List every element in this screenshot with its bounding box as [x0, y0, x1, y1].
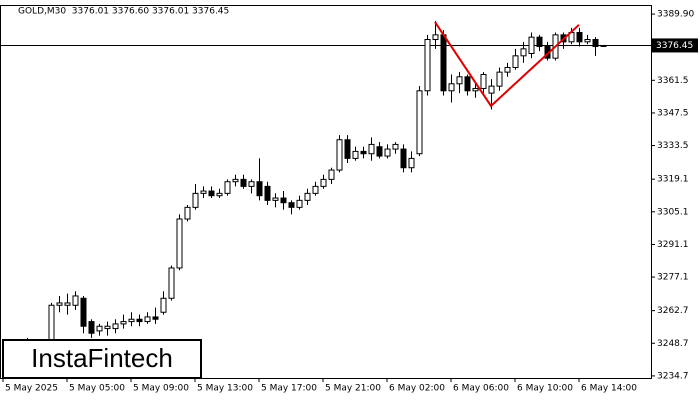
candle-body — [432, 34, 439, 41]
candle-body — [368, 143, 375, 155]
candle-body — [600, 44, 607, 47]
candle-body — [504, 66, 511, 73]
x-tick-label: 5 May 2025 — [5, 384, 58, 394]
candle-body — [576, 32, 583, 43]
candle-body — [240, 178, 247, 187]
x-tick-label: 6 May 14:00 — [581, 384, 637, 394]
candle-body — [536, 36, 543, 47]
candle-body — [160, 297, 167, 313]
x-tick-label: 6 May 02:00 — [389, 384, 445, 394]
x-tick-label: 6 May 06:00 — [453, 384, 509, 394]
candle-body — [224, 181, 231, 194]
candle-body — [72, 295, 79, 306]
candle-body — [232, 178, 239, 183]
candle-body — [176, 218, 183, 269]
candle-body — [480, 73, 487, 89]
candle-body — [144, 316, 151, 323]
y-tick-label: 3333.5 — [657, 141, 689, 151]
candle-body — [384, 148, 391, 157]
candle-body — [424, 39, 431, 92]
y-tick-label: 3319.1 — [657, 175, 689, 185]
candle-body — [448, 83, 455, 92]
x-tick-label: 6 May 10:00 — [517, 384, 573, 394]
candle-body — [88, 321, 95, 334]
candle-body — [208, 190, 215, 197]
y-tick-label: 3262.7 — [657, 306, 689, 316]
candle-body — [376, 146, 383, 157]
candle-body — [64, 302, 71, 306]
x-tick-label: 5 May 17:00 — [261, 384, 317, 394]
candle-body — [312, 185, 319, 194]
candle-body — [288, 202, 295, 208]
candle-body — [280, 197, 287, 204]
candle-body — [528, 36, 535, 54]
x-tick-label: 5 May 09:00 — [133, 384, 189, 394]
candle-body — [192, 192, 199, 208]
candle-body — [112, 323, 119, 330]
candle-body — [400, 148, 407, 169]
y-tick-label: 3234.7 — [657, 371, 689, 381]
y-tick-label: 3361.5 — [657, 76, 689, 86]
candle-body — [168, 267, 175, 299]
candle-body — [584, 39, 591, 43]
candle-body — [520, 48, 527, 57]
candle-body — [592, 39, 599, 47]
candle-body — [272, 197, 279, 201]
candle-body — [56, 302, 63, 306]
x-tick-label: 5 May 05:00 — [69, 384, 125, 394]
candle-body — [472, 87, 479, 92]
candle-body — [304, 192, 311, 201]
candle-body — [408, 157, 415, 169]
candle-body — [488, 85, 495, 94]
candle-body — [152, 316, 159, 320]
candle-body — [392, 143, 399, 150]
last-price-box — [652, 38, 698, 53]
candle-body — [416, 90, 423, 155]
candle-body — [184, 206, 191, 220]
candle-body — [344, 139, 351, 159]
candle-body — [328, 169, 335, 180]
candle-body — [248, 181, 255, 187]
candle-body — [200, 190, 207, 194]
candle-body — [296, 199, 303, 208]
plot-frame — [0, 5, 652, 379]
candle-body — [128, 318, 135, 323]
logo: InstaFintech — [31, 343, 173, 373]
x-tick-label: 5 May 21:00 — [325, 384, 381, 394]
candle-body — [336, 139, 343, 171]
pattern-line — [434, 21, 580, 108]
candle-body — [456, 76, 463, 85]
candle-body — [120, 321, 127, 325]
candle-body — [496, 71, 503, 87]
candle-body — [80, 297, 87, 327]
candle-body — [512, 55, 519, 68]
y-tick-label: 3248.7 — [657, 339, 689, 349]
candle-body — [360, 150, 367, 155]
header: GOLD,M30 3376.01 3376.60 3376.01 3376.45 — [18, 7, 229, 17]
candle-body — [464, 76, 471, 92]
candle-body — [320, 178, 327, 187]
logo-box — [2, 339, 202, 379]
candle-body — [216, 192, 223, 197]
last-price-label: 3376.45 — [656, 41, 693, 51]
candle-body — [136, 318, 143, 323]
candle-body — [256, 181, 263, 197]
y-tick-label: 3347.5 — [657, 108, 689, 118]
y-tick-label: 3291.1 — [657, 240, 689, 250]
candle-body — [352, 150, 359, 159]
x-tick-label: 5 May 13:00 — [197, 384, 253, 394]
candle-body — [440, 34, 447, 92]
candle-body — [264, 185, 271, 201]
y-tick-label: 3305.1 — [657, 207, 689, 217]
candle-body — [104, 325, 111, 330]
candle-body — [96, 325, 103, 332]
y-tick-label: 3389.90 — [657, 10, 694, 20]
y-tick-label: 3277.1 — [657, 273, 689, 283]
